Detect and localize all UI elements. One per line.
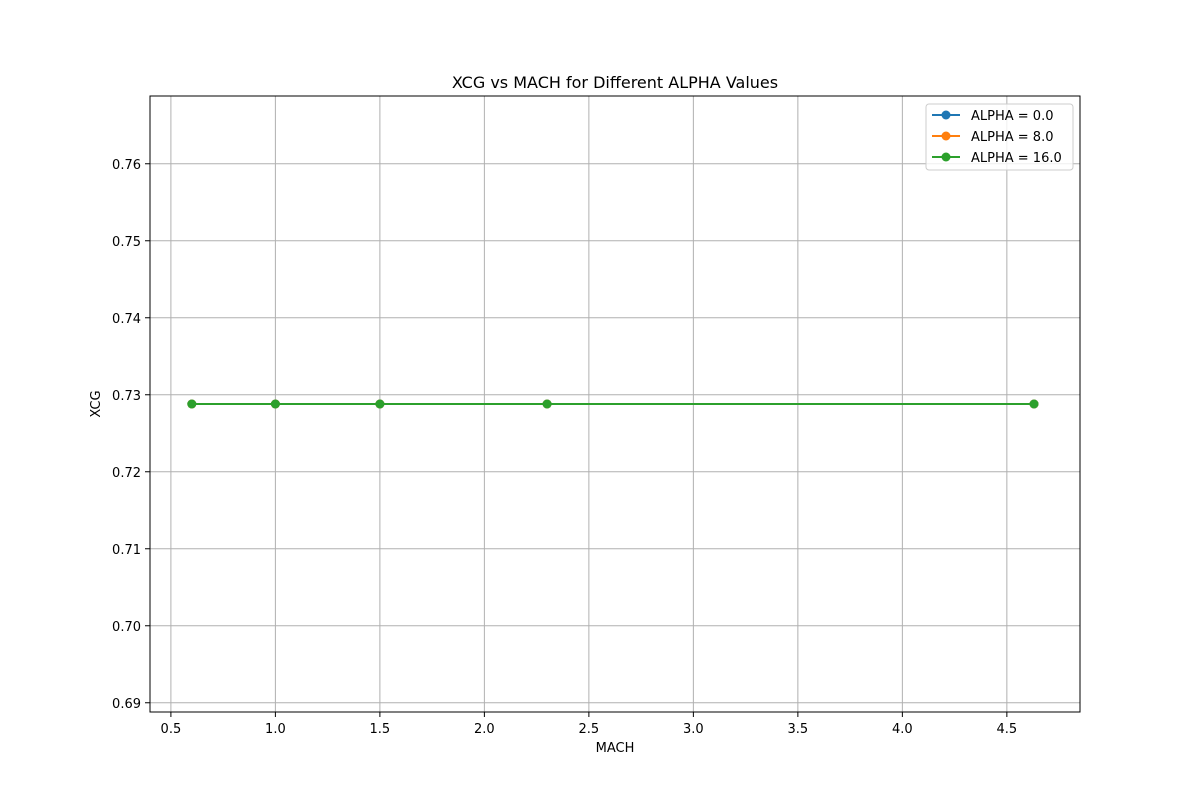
grid (150, 96, 1080, 712)
plot-frame (149, 95, 1081, 713)
y-tick-label: 0.75 (112, 235, 141, 250)
chart-title: XCG vs MACH for Different ALPHA Values (452, 73, 778, 92)
y-tick-label: 0.74 (112, 312, 141, 327)
data-point (542, 399, 552, 409)
plot-series (187, 399, 1039, 409)
y-tick-label: 0.70 (112, 620, 141, 635)
legend-marker (941, 110, 951, 120)
x-tick-label: 1.5 (370, 722, 391, 737)
legend-label: ALPHA = 16.0 (971, 151, 1062, 166)
y-tick-label: 0.69 (112, 697, 141, 712)
y-axis-label: XCG (89, 390, 104, 417)
x-tick-label: 4.5 (997, 722, 1018, 737)
x-tick-label: 1.0 (265, 722, 286, 737)
legend-marker (941, 131, 951, 141)
x-tick-label: 2.5 (579, 722, 600, 737)
legend: ALPHA = 0.0 ALPHA = 8.0 ALPHA = 16.0 (925, 103, 1074, 171)
legend-marker (941, 152, 951, 162)
x-tick-label: 4.0 (892, 722, 913, 737)
x-tick-label: 3.5 (788, 722, 809, 737)
legend-entry: ALPHA = 16.0 (932, 151, 1062, 166)
y-tick-label: 0.73 (112, 389, 141, 404)
data-point (375, 399, 385, 409)
data-point (270, 399, 280, 409)
y-tick-label: 0.76 (112, 158, 141, 173)
y-tick-label: 0.72 (112, 466, 141, 481)
legend-label: ALPHA = 0.0 (971, 109, 1053, 124)
series-3 (187, 399, 1039, 409)
x-tick-label: 2.0 (474, 722, 495, 737)
x-tick-label: 0.5 (161, 722, 182, 737)
y-tick-label: 0.71 (112, 543, 141, 558)
x-axis-label: MACH (596, 741, 635, 756)
legend-label: ALPHA = 8.0 (971, 130, 1053, 145)
data-point (1029, 399, 1039, 409)
legend-box (925, 103, 1074, 171)
x-axis-ticks: 0.5 1.0 1.5 2.0 2.5 3.0 3.5 4.0 4.5 (161, 712, 1018, 737)
legend-entry: ALPHA = 8.0 (932, 130, 1053, 145)
legend-entry: ALPHA = 0.0 (932, 109, 1053, 124)
x-tick-label: 3.0 (683, 722, 704, 737)
data-point (187, 399, 197, 409)
y-axis-ticks: 0.69 0.70 0.71 0.72 0.73 0.74 0.75 0.76 (112, 158, 150, 712)
